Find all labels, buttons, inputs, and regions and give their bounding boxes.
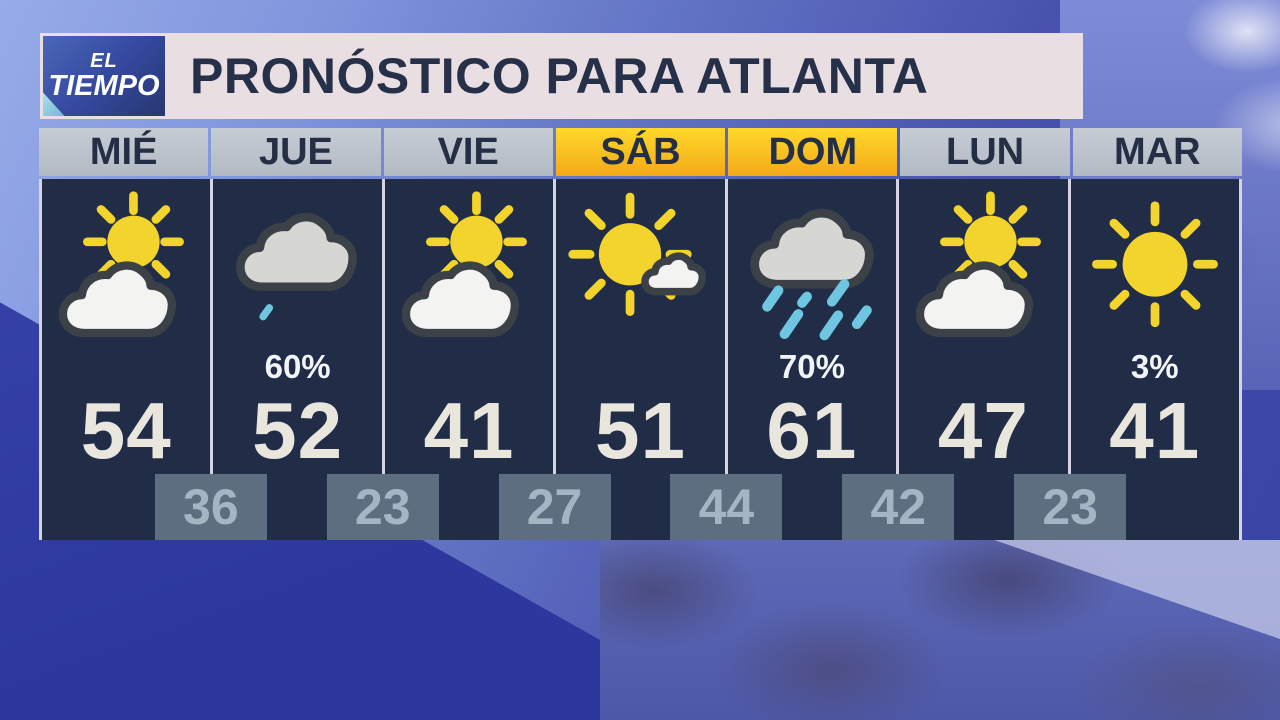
low-temp: 27 (498, 474, 611, 540)
sun-behind-cloud-icon (394, 185, 544, 345)
cloud-rain-icon (737, 185, 887, 345)
low-temp: 23 (326, 474, 439, 540)
sun-behind-cloud-icon (51, 185, 201, 345)
day-header-mar: MAR (1072, 128, 1242, 176)
day-column: 54 (42, 179, 211, 540)
high-temp: 51 (594, 386, 686, 475)
low-temp: 36 (154, 474, 267, 540)
day-header-row: MIÉ JUE VIE SÁB DOM LUN MAR (39, 128, 1242, 176)
day-header-sab: SÁB (555, 128, 726, 176)
low-temp: 42 (842, 474, 955, 540)
cloud-light-rain-icon (223, 185, 373, 345)
day-header-jue: JUE (211, 128, 381, 176)
day-header-mie: MIÉ (39, 128, 209, 176)
precip-chance: 70% (778, 348, 845, 385)
high-temp: 41 (1109, 386, 1201, 475)
day-header-lun: LUN (900, 128, 1070, 176)
title-bar: PRONÓSTICO PARA ATLANTA (168, 33, 1083, 119)
high-temp: 41 (423, 386, 515, 475)
page-title: PRONÓSTICO PARA ATLANTA (190, 48, 929, 104)
sun-icon (1080, 185, 1230, 345)
precip-chance: 3% (1130, 348, 1179, 385)
brand-logo: EL TIEMPO (40, 33, 168, 119)
high-temp: 52 (252, 386, 344, 475)
low-temp: 23 (1014, 474, 1127, 540)
day-header-dom: DOM (728, 128, 898, 176)
forecast-table: MIÉ JUE VIE SÁB DOM LUN MAR 54 60% 52 (39, 128, 1242, 540)
high-temp: 54 (80, 386, 172, 475)
low-temp: 44 (670, 474, 783, 540)
day-header-vie: VIE (383, 128, 553, 176)
sun-behind-cloud-icon (908, 185, 1058, 345)
sun-with-small-cloud-icon (565, 185, 715, 345)
high-temp: 47 (937, 386, 1029, 475)
brand-logo-line2: TIEMPO (48, 69, 160, 102)
brand-logo-line1: EL (90, 49, 118, 72)
precip-chance: 60% (264, 348, 331, 385)
high-temp: 61 (766, 386, 858, 475)
